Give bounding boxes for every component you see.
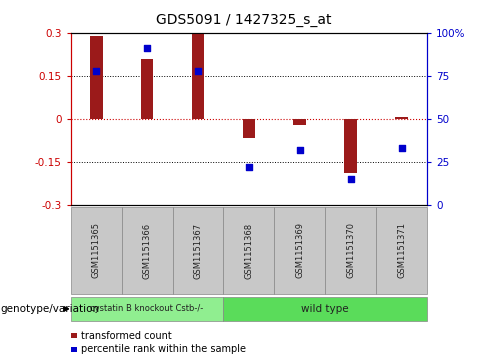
Text: GSM1151367: GSM1151367	[193, 223, 203, 278]
Bar	[90, 36, 102, 119]
Point	[143, 46, 151, 52]
Text: GSM1151370: GSM1151370	[346, 223, 355, 278]
Text: GSM1151365: GSM1151365	[92, 223, 101, 278]
Text: GSM1151366: GSM1151366	[142, 223, 152, 278]
Text: wild type: wild type	[302, 304, 349, 314]
Bar	[192, 33, 204, 119]
Text: cystatin B knockout Cstb-/-: cystatin B knockout Cstb-/-	[90, 305, 203, 313]
Point	[296, 147, 304, 153]
Text: genotype/variation: genotype/variation	[0, 304, 99, 314]
Text: GSM1151371: GSM1151371	[397, 223, 406, 278]
Text: percentile rank within the sample: percentile rank within the sample	[81, 344, 246, 354]
Point	[194, 68, 202, 73]
Bar	[293, 119, 306, 125]
Bar	[345, 119, 357, 174]
Bar	[243, 119, 255, 138]
Point	[92, 69, 100, 74]
Point	[398, 145, 406, 151]
Point	[347, 176, 355, 182]
Point	[245, 164, 253, 170]
Text: transformed count: transformed count	[81, 331, 172, 341]
Text: GSM1151368: GSM1151368	[244, 223, 253, 278]
Text: GSM1151369: GSM1151369	[295, 223, 305, 278]
Bar	[141, 58, 153, 119]
Text: GDS5091 / 1427325_s_at: GDS5091 / 1427325_s_at	[156, 13, 332, 27]
Bar	[395, 118, 408, 119]
